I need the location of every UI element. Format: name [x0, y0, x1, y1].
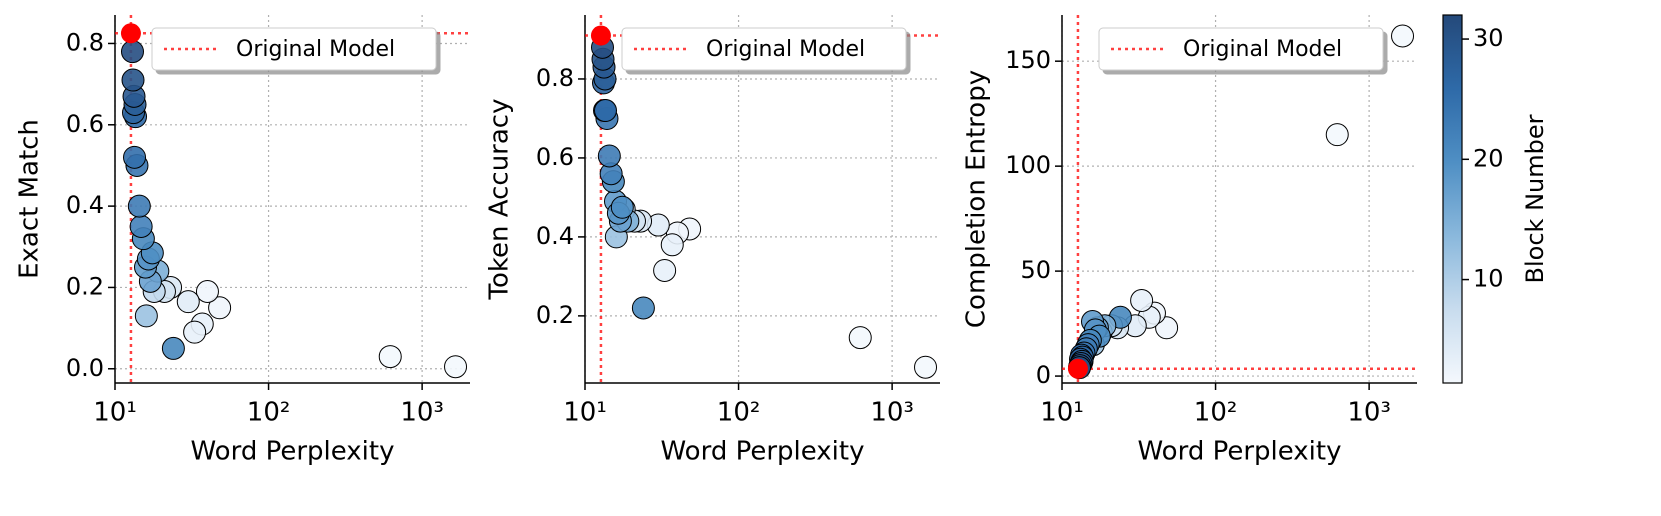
- point: [161, 336, 185, 360]
- point: [631, 296, 655, 320]
- x-axis-label: Word Perplexity: [191, 437, 395, 467]
- y-tick-label: 0.2: [536, 301, 574, 329]
- reference-point: [120, 23, 141, 44]
- reference-point: [590, 25, 611, 46]
- reference-point: [1067, 358, 1088, 379]
- colorbar-label: Block Number: [1521, 114, 1549, 283]
- point: [123, 145, 147, 169]
- point: [121, 68, 145, 92]
- point: [1391, 24, 1415, 48]
- point: [1325, 123, 1349, 147]
- point: [176, 290, 200, 314]
- x-tick-label: 10¹: [1040, 398, 1084, 428]
- x-tick-label: 10³: [400, 398, 444, 428]
- legend-label: Original Model: [236, 37, 395, 62]
- point: [597, 144, 621, 168]
- x-tick-label: 10¹: [93, 398, 137, 428]
- point: [195, 280, 219, 304]
- y-tick-label: 0.6: [536, 143, 574, 171]
- y-axis-label: Exact Match: [15, 119, 45, 279]
- y-axis-label: Token Accuracy: [485, 99, 515, 301]
- legend-label: Original Model: [1183, 37, 1342, 62]
- y-tick-label: 50: [1020, 256, 1051, 284]
- x-tick-label: 10³: [1347, 398, 1391, 428]
- x-tick-label: 10²: [1194, 398, 1238, 428]
- point: [1130, 288, 1154, 312]
- point: [134, 304, 158, 328]
- point: [120, 40, 144, 64]
- point: [653, 258, 677, 282]
- y-tick-label: 0.0: [66, 354, 104, 382]
- legend-box: [621, 27, 907, 71]
- y-tick-label: 0.6: [66, 110, 104, 138]
- x-tick-label: 10³: [870, 398, 914, 428]
- point: [208, 296, 232, 320]
- point: [594, 99, 618, 123]
- point: [848, 326, 872, 350]
- y-tick-label: 0: [1036, 361, 1051, 389]
- x-axis-label: Word Perplexity: [661, 437, 865, 467]
- y-tick-label: 0.8: [536, 64, 574, 92]
- legend-box: [151, 27, 437, 71]
- y-tick-label: 100: [1005, 151, 1051, 179]
- legend-label: Original Model: [706, 37, 865, 62]
- point: [444, 355, 468, 379]
- y-tick-label: 0.4: [66, 191, 104, 219]
- y-tick-label: 150: [1005, 46, 1051, 74]
- point: [129, 214, 153, 238]
- x-tick-label: 10²: [717, 398, 761, 428]
- x-axis-label: Word Perplexity: [1138, 437, 1342, 467]
- x-tick-label: 10²: [247, 398, 291, 428]
- point: [183, 320, 207, 344]
- colorbar-tick-label: 10: [1473, 265, 1504, 293]
- y-tick-label: 0.4: [536, 222, 574, 250]
- point: [914, 355, 938, 379]
- colorbar: [1442, 14, 1463, 384]
- legend-box: [1098, 27, 1384, 71]
- point: [660, 233, 684, 257]
- point: [127, 194, 151, 218]
- y-axis-label: Completion Entropy: [962, 70, 992, 328]
- colorbar-tick-label: 20: [1473, 144, 1504, 172]
- x-tick-label: 10¹: [563, 398, 607, 428]
- point: [610, 195, 634, 219]
- colorbar-tick-label: 30: [1473, 24, 1504, 52]
- y-tick-label: 0.2: [66, 272, 104, 300]
- point: [378, 345, 402, 369]
- y-tick-label: 0.8: [66, 28, 104, 56]
